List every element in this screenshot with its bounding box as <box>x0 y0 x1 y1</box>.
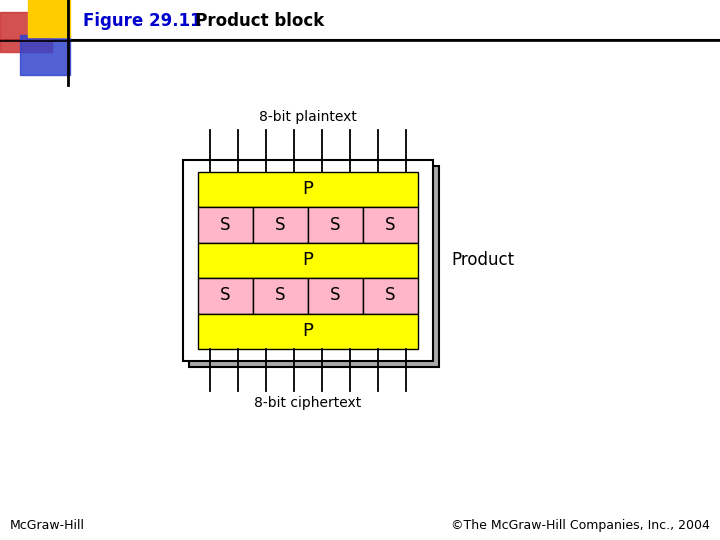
Text: Product: Product <box>451 251 514 269</box>
Bar <box>198 314 418 348</box>
Bar <box>363 206 418 242</box>
Bar <box>253 278 308 314</box>
Bar <box>189 165 439 367</box>
Bar <box>198 242 418 278</box>
Text: Figure 29.11: Figure 29.11 <box>83 12 202 30</box>
Text: S: S <box>275 287 286 305</box>
Bar <box>363 278 418 314</box>
Bar <box>308 278 363 314</box>
Text: ©The McGraw-Hill Companies, Inc., 2004: ©The McGraw-Hill Companies, Inc., 2004 <box>451 519 710 532</box>
Text: P: P <box>302 251 313 269</box>
Text: McGraw-Hill: McGraw-Hill <box>10 519 85 532</box>
Text: 8-bit plaintext: 8-bit plaintext <box>259 110 357 124</box>
Bar <box>198 278 253 314</box>
Text: P: P <box>302 322 313 340</box>
Text: Product block: Product block <box>178 12 324 30</box>
Text: S: S <box>330 287 341 305</box>
Text: S: S <box>275 215 286 233</box>
Text: S: S <box>385 287 396 305</box>
Text: S: S <box>220 215 230 233</box>
Text: S: S <box>385 215 396 233</box>
Bar <box>28 0 70 37</box>
Bar <box>198 206 253 242</box>
Text: P: P <box>302 180 313 198</box>
Bar <box>183 159 433 361</box>
Bar <box>308 206 363 242</box>
Text: S: S <box>220 287 230 305</box>
Text: S: S <box>330 215 341 233</box>
Bar <box>20 35 70 75</box>
Text: 8-bit ciphertext: 8-bit ciphertext <box>254 396 361 410</box>
Bar <box>198 172 418 206</box>
Bar <box>253 206 308 242</box>
Bar <box>0 12 52 52</box>
